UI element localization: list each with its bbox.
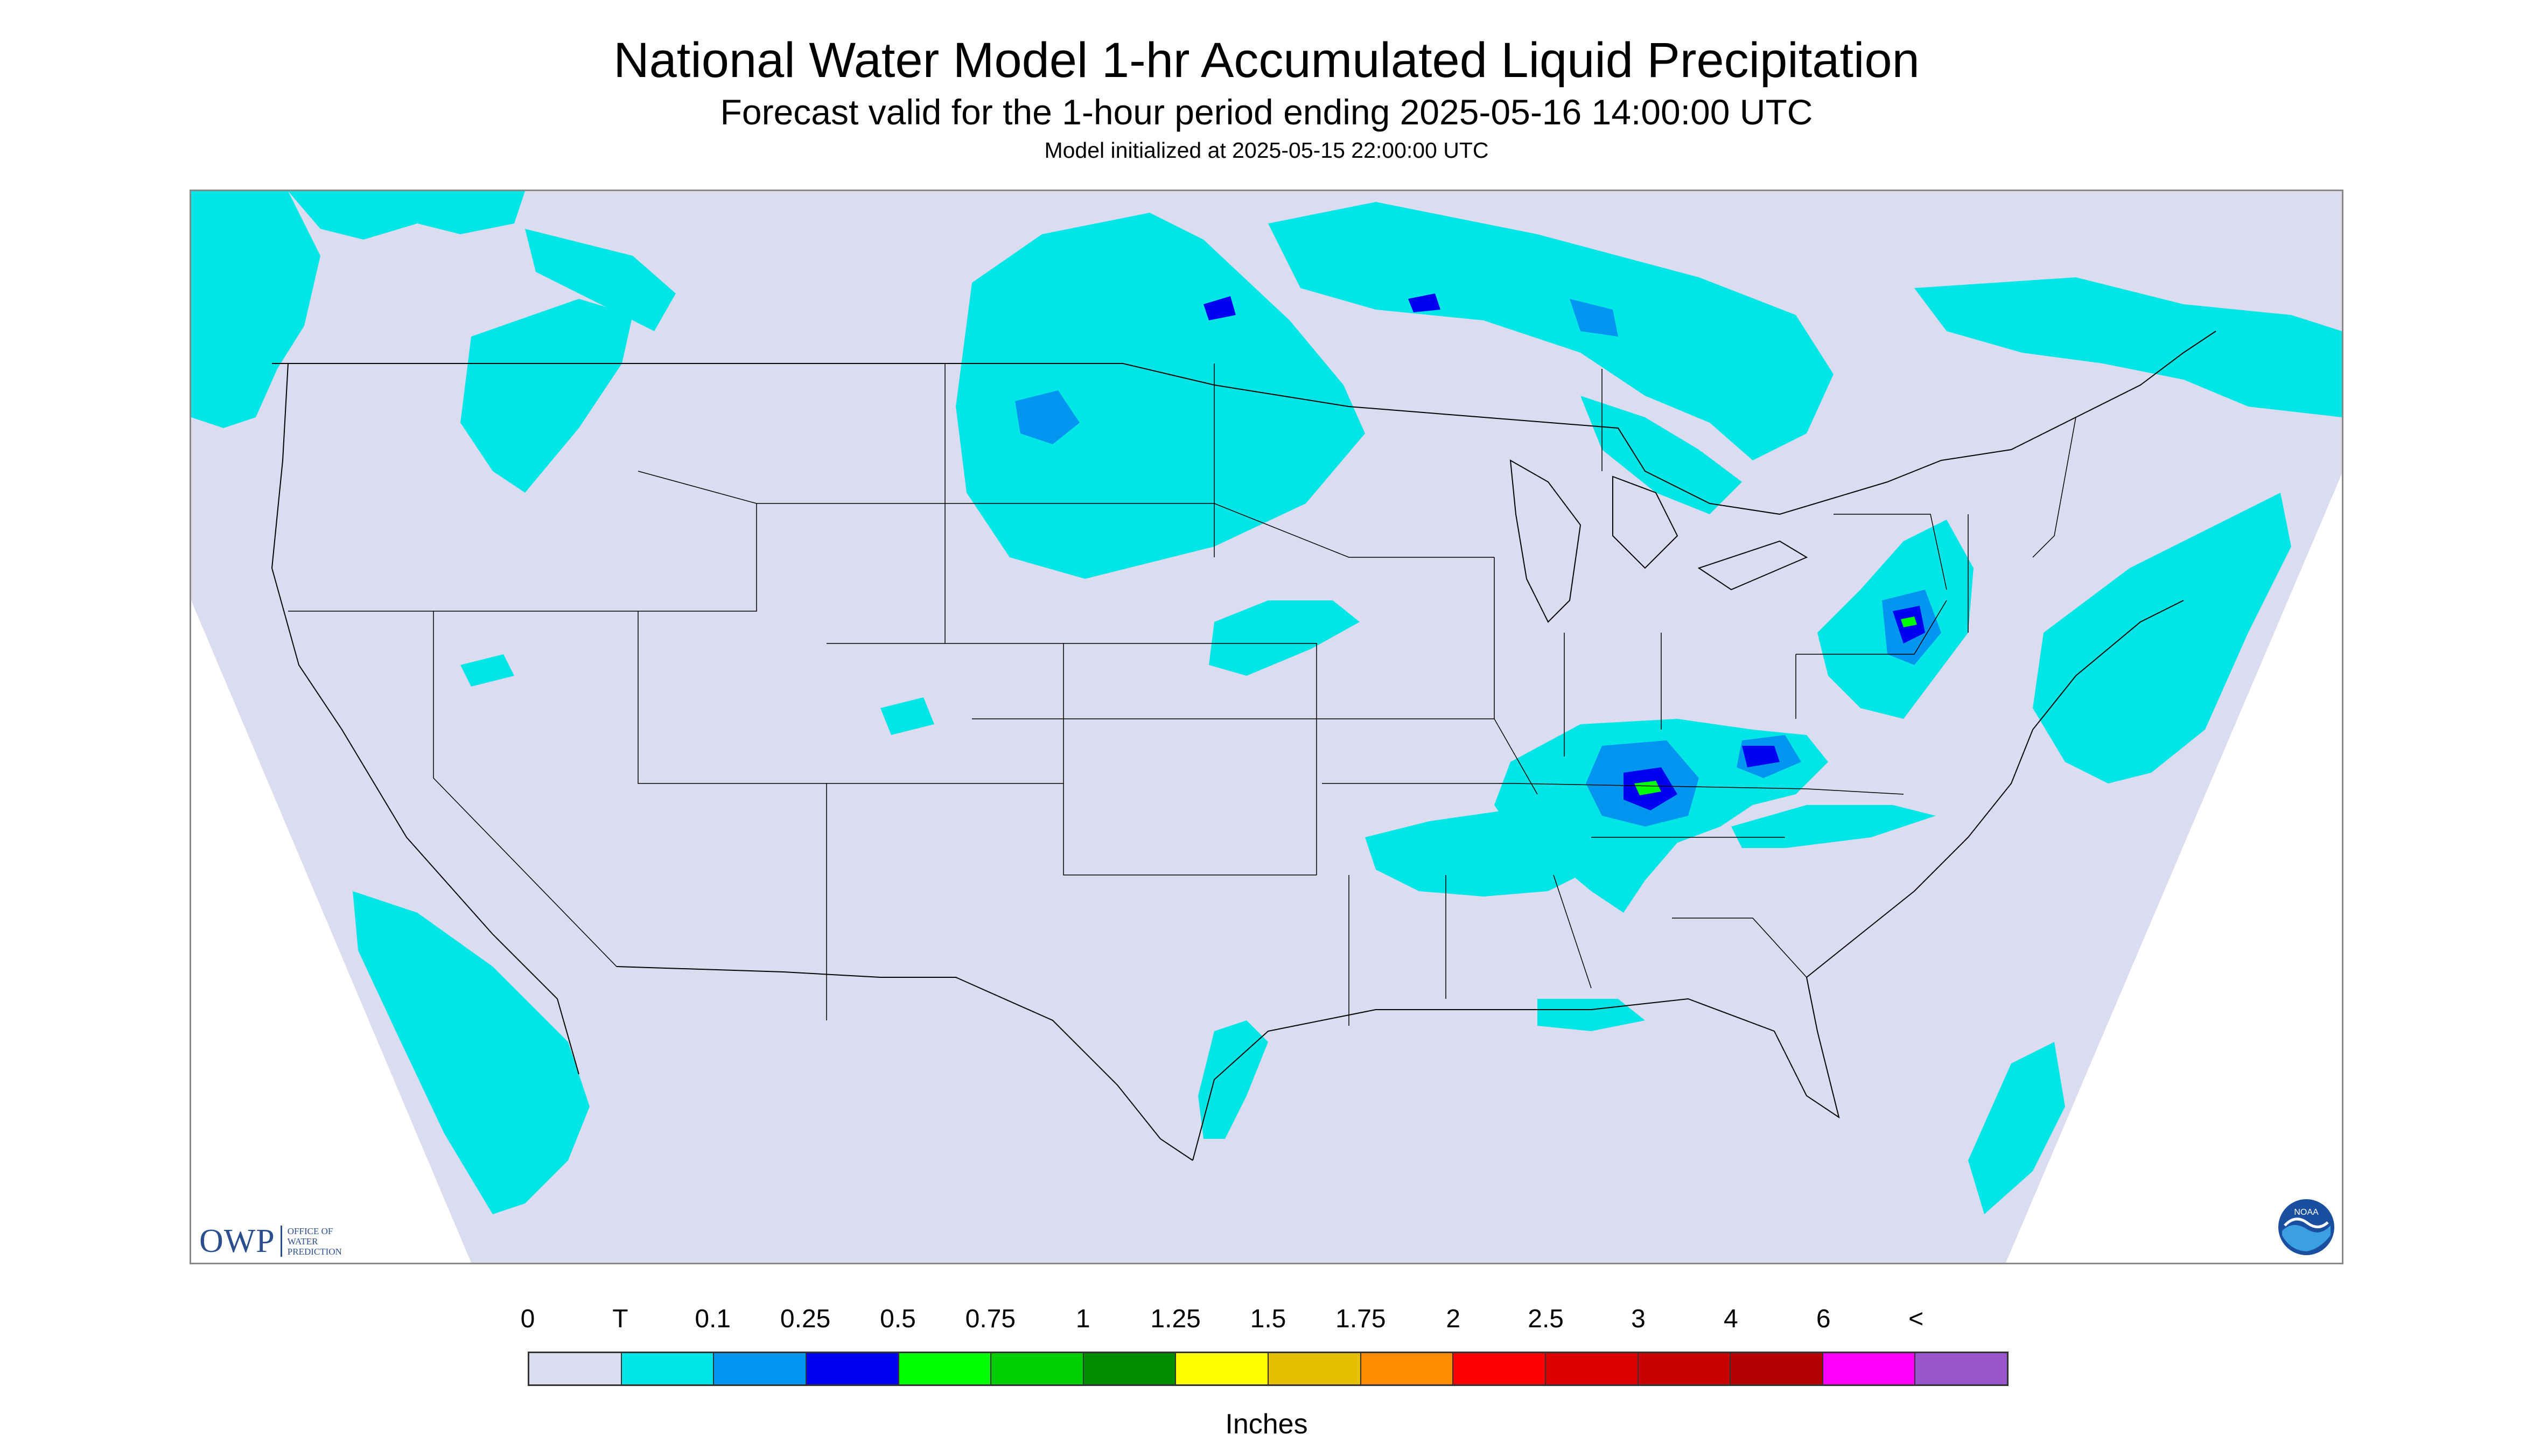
legend-tick-label: 1 <box>1075 1305 1090 1333</box>
northern-plains-rain-shield <box>956 213 1365 579</box>
legend-swatch <box>899 1353 992 1384</box>
legend-swatch <box>1453 1353 1546 1384</box>
legend-swatch <box>1083 1353 1177 1384</box>
legend-tick-label: 1.5 <box>1250 1305 1286 1333</box>
pennsylvania-heavy-core <box>1901 617 1917 627</box>
model-domain <box>191 191 2342 1263</box>
great-lakes-canada-rain <box>1580 396 1742 514</box>
upper-midwest-rain-band <box>1209 600 1360 676</box>
legend-swatch <box>714 1353 807 1384</box>
legend-tick-label: 0.75 <box>965 1305 1016 1333</box>
legend-swatch <box>1731 1353 1823 1384</box>
legend-color-bar <box>528 1352 2009 1386</box>
heavy-precipitation-cores <box>1634 617 1917 795</box>
legend-swatch <box>1638 1353 1731 1384</box>
state-boundaries <box>288 363 2076 1026</box>
owp-logo-text: OFFICE OF WATER PREDICTION <box>288 1226 342 1257</box>
lake-superior-moderate-cell <box>1408 293 1440 312</box>
legend-tick-label: 1.75 <box>1335 1305 1386 1333</box>
legend-tick-label: T <box>612 1305 628 1333</box>
legend-tick-labels: 0 T 0.1 0.25 0.5 0.75 1 1.25 1.5 1.75 2 2.5 3 4 6 < <box>0 1304 2533 1336</box>
legend-swatch <box>1823 1353 1916 1384</box>
model-init-line: Model initialized at 2025-05-15 22:00:00… <box>1044 138 1489 163</box>
political-boundaries <box>271 331 2216 1161</box>
legend-tick-label: 0.1 <box>695 1305 731 1333</box>
legend-swatch <box>1545 1353 1639 1384</box>
northern-rockies-rain <box>460 299 633 493</box>
legend-swatch <box>621 1353 715 1384</box>
legend-tick-label: 0 <box>520 1305 535 1333</box>
kentucky-heavy-core <box>1634 781 1661 795</box>
owp-logo-line: PREDICTION <box>287 1246 342 1257</box>
legend-tick-label: < <box>1908 1305 1924 1333</box>
owp-logo-mark: OWP <box>199 1222 275 1259</box>
gulf-coastline <box>1192 600 2184 1161</box>
legend-swatch <box>529 1353 622 1384</box>
legend-tick-label: 1.25 <box>1150 1305 1201 1333</box>
legend-tick-label: 3 <box>1631 1305 1646 1333</box>
legend-tick-label: 0.25 <box>780 1305 831 1333</box>
legend-swatch <box>1915 1353 2007 1384</box>
precipitation-map <box>191 191 2342 1263</box>
legend-swatch <box>1176 1353 1269 1384</box>
owp-logo-line: WATER <box>287 1236 318 1247</box>
us-canada-border <box>272 331 2216 515</box>
legend-swatch <box>1269 1353 1361 1384</box>
great-lakes-outline <box>1509 459 1582 623</box>
lake-huron-outline <box>1612 475 1678 569</box>
legend-tick-label: 0.5 <box>880 1305 916 1333</box>
us-mexico-border <box>616 966 1193 1161</box>
utah-rain-cell <box>880 697 934 735</box>
noaa-logo-text: NOAA <box>2294 1208 2319 1217</box>
owp-logo: OWP OFFICE OF WATER PREDICTION <box>199 1222 342 1260</box>
legend-swatch <box>991 1353 1084 1384</box>
legend-tick-label: 6 <box>1816 1305 1831 1333</box>
canada-rain-band <box>1268 202 1834 460</box>
pacific-coastline <box>271 363 579 1075</box>
legend-swatch <box>806 1353 899 1384</box>
northwest-coastal-rain <box>288 191 525 240</box>
north-dakota-light-core <box>1015 390 1080 444</box>
lake-erie-outline <box>1697 540 1808 591</box>
southwest-offshore-rain <box>1968 1042 2065 1214</box>
legend-units-label: Inches <box>1225 1409 1308 1440</box>
minnesota-moderate-cell <box>1203 296 1236 320</box>
legend-tick-label: 2.5 <box>1528 1305 1564 1333</box>
map-panel <box>190 190 2343 1264</box>
nevada-rain-cell <box>460 654 514 687</box>
owp-logo-divider <box>280 1226 282 1257</box>
baja-pacific-rain <box>353 891 590 1214</box>
map-subtitle: Forecast valid for the 1-hour period end… <box>720 92 1813 132</box>
ontario-light-core <box>1570 299 1618 337</box>
pacific-northwest-rain <box>191 191 320 428</box>
owp-logo-line: OFFICE OF <box>287 1226 333 1236</box>
mid-south-rain-band <box>1365 810 1591 897</box>
quebec-rain <box>1914 277 2342 417</box>
legend-tick-label: 2 <box>1446 1305 1461 1333</box>
atlantic-offshore-rain <box>2033 493 2291 783</box>
virginia-moderate-core <box>1742 746 1780 767</box>
idaho-montana-rain <box>525 229 676 331</box>
legend-tick-label: 4 <box>1724 1305 1738 1333</box>
map-title: National Water Model 1-hr Accumulated Li… <box>613 33 1920 88</box>
texas-gulf-coast-rain <box>1198 1020 1268 1139</box>
legend-swatch <box>1361 1353 1454 1384</box>
noaa-logo: NOAA <box>2278 1199 2334 1255</box>
